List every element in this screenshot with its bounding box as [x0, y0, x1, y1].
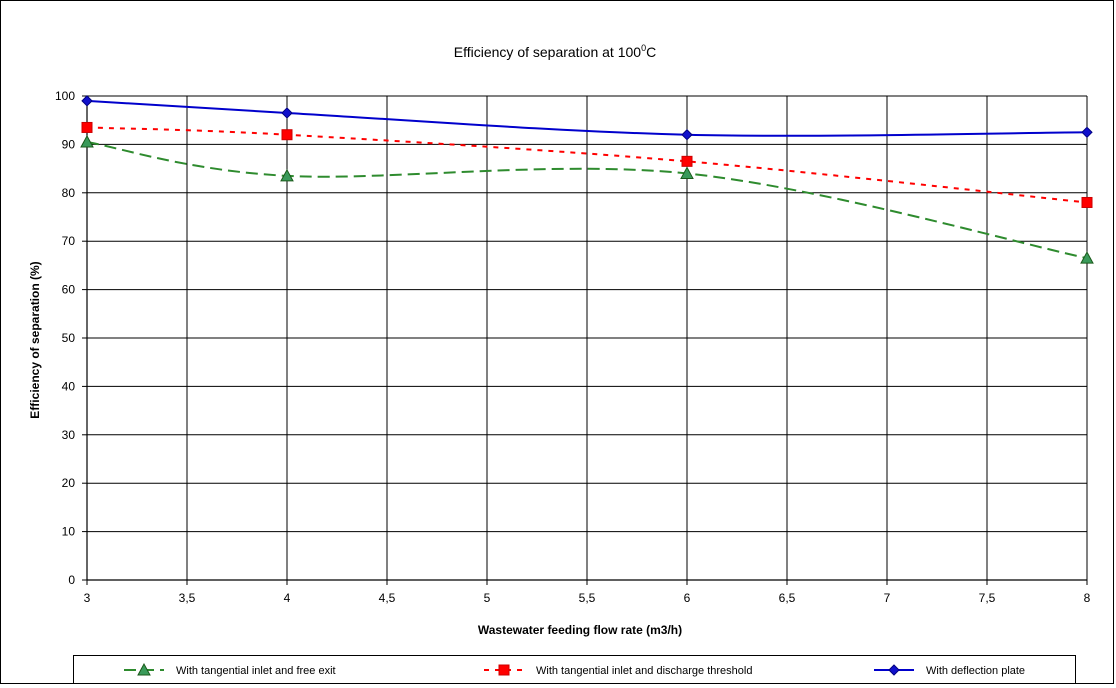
x-tick-label: 8	[1084, 591, 1091, 605]
series-1	[80, 134, 1094, 264]
y-tick-label: 30	[62, 428, 76, 442]
y-tick-label: 80	[62, 186, 76, 200]
y-tick-label: 50	[62, 331, 76, 345]
legend-label: With tangential inlet and free exit	[176, 665, 336, 677]
y-tick-label: 20	[62, 476, 76, 490]
x-tick-label: 7	[884, 591, 891, 605]
legend-item-1: With tangential inlet and free exit	[124, 662, 336, 677]
y-tick-label: 70	[62, 234, 76, 248]
x-tick-label: 4	[284, 591, 291, 605]
series-2	[81, 121, 1093, 208]
axes	[82, 95, 1088, 585]
y-tick-label: 0	[68, 573, 75, 587]
x-tick-label: 3	[84, 591, 91, 605]
series	[80, 95, 1094, 264]
series-line	[86, 126, 1088, 204]
y-tick-label: 60	[62, 283, 76, 297]
y-tick-label: 40	[62, 379, 76, 393]
x-tick-label: 3,5	[179, 591, 196, 605]
y-axis-title: Efficiency of separation (%)	[28, 261, 42, 418]
legend-marker	[498, 664, 510, 676]
y-tick-label: 10	[62, 525, 76, 539]
y-tick-label: 100	[55, 89, 75, 103]
legend: With tangential inlet and free exit With …	[73, 655, 1076, 684]
data-point	[1081, 196, 1093, 208]
x-tick-label: 6,5	[779, 591, 796, 605]
data-point	[680, 166, 694, 179]
data-point	[681, 129, 693, 141]
series-line	[86, 99, 1088, 137]
x-tick-label: 4,5	[379, 591, 396, 605]
y-tick-label: 90	[62, 137, 76, 151]
legend-item-2: With tangential inlet and discharge thre…	[484, 664, 752, 677]
legend-marker	[137, 662, 151, 676]
data-point	[1080, 251, 1094, 264]
data-point	[81, 121, 93, 133]
x-tick-label: 5	[484, 591, 491, 605]
grid	[86, 95, 1088, 581]
series-line	[86, 140, 1088, 260]
data-point	[281, 129, 293, 141]
legend-item-3: With deflection plate	[874, 664, 1025, 677]
legend-label: With deflection plate	[926, 665, 1025, 677]
legend-label: With tangential inlet and discharge thre…	[536, 665, 752, 677]
x-tick-label: 7,5	[979, 591, 996, 605]
data-point	[280, 168, 294, 182]
x-tick-label: 5,5	[579, 591, 596, 605]
data-point	[681, 155, 693, 167]
data-point	[81, 95, 93, 107]
legend-marker	[888, 664, 900, 676]
chart-title: Efficiency of separation at 1000C	[454, 43, 656, 60]
data-point	[80, 134, 94, 148]
x-axis-title: Wastewater feeding flow rate (m3/h)	[478, 623, 682, 637]
data-point	[1081, 126, 1093, 139]
data-point	[281, 107, 293, 119]
legend-items: With tangential inlet and free exit With …	[124, 662, 1025, 677]
series-3	[81, 95, 1093, 141]
tick-labels: 3 3,5 4 4,5 5 5,5 6 6,5 7 7,5 80102030405060708090…	[55, 89, 1091, 605]
x-tick-label: 6	[684, 591, 691, 605]
